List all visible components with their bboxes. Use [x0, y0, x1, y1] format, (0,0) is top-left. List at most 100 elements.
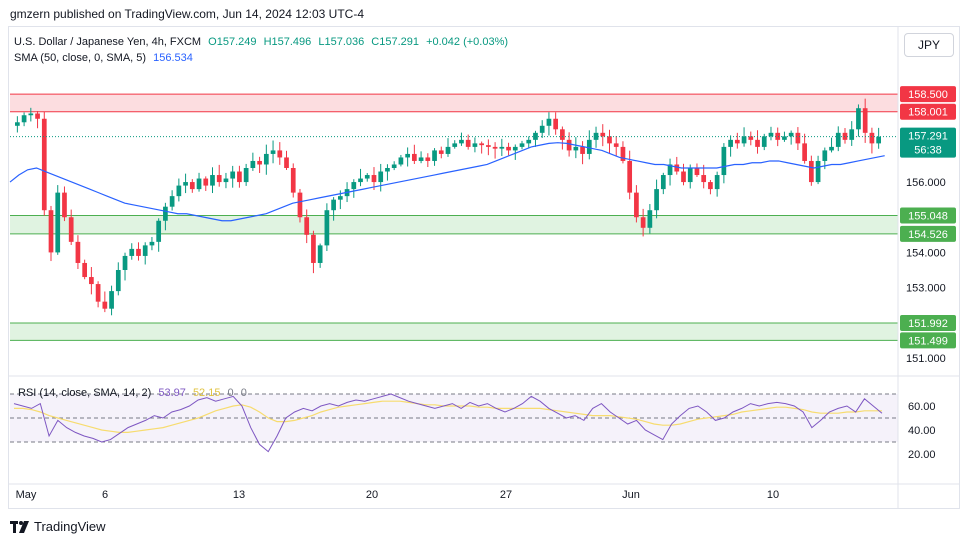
zone-price-label-0-0: 158.500: [908, 89, 948, 101]
zone-price-label-2-1: 151.499: [908, 335, 948, 347]
sma-layer: [9, 142, 885, 222]
zone-price-tag-1-0: [900, 207, 956, 224]
candle-body-113: [775, 132, 781, 140]
candle-body-96: [660, 175, 666, 190]
rsi-ma-line: [14, 400, 882, 433]
time-tick-label-3: 20: [366, 489, 378, 501]
candle-body-106: [728, 139, 733, 147]
price-labels-layer: 158.500 158.001 155.048 154.526 151.992 151.4…: [900, 86, 956, 349]
last-price-label: 157.291: [908, 131, 948, 143]
candle-body-43: [304, 217, 310, 235]
candle-body-79: [546, 118, 552, 126]
price-tick-label-2: 154.000: [906, 247, 946, 259]
candle-body-51: [358, 178, 363, 183]
candle-body-33: [237, 171, 242, 183]
candle-body-124: [849, 129, 855, 140]
price-tick-label-1: 153.000: [906, 283, 946, 295]
candle-body-122: [835, 132, 841, 147]
candle-body-20: [149, 241, 155, 246]
candle-body-59: [412, 153, 417, 161]
symbol-name[interactable]: U.S. Dollar / Japanese Yen, 4h, FXCM: [14, 36, 202, 48]
candle-body-105: [721, 146, 727, 176]
tradingview-brand: TradingView: [10, 519, 106, 534]
candle-body-111: [761, 136, 767, 147]
candle-body-40: [284, 157, 289, 168]
candle-body-76: [526, 139, 532, 144]
zone-resistance-0: [10, 94, 898, 112]
candle-body-60: [418, 157, 424, 161]
candle-body-85: [586, 139, 592, 154]
candle-body-28: [203, 178, 209, 186]
candle-body-18: [136, 248, 141, 256]
time-tick-label-5: Jun: [622, 489, 640, 501]
rsi-value: 53.97: [158, 387, 186, 399]
zone-price-label-2-0: 151.992: [908, 318, 948, 330]
axes-layer: 151.000 153.000 154.000 156.000 60.00 40.00 20…: [8, 26, 960, 509]
candle-body-103: [708, 182, 713, 190]
candle-body-78: [539, 125, 545, 133]
candle-body-56: [391, 164, 397, 168]
sma-legend[interactable]: SMA (50, close, 0, SMA, 5) 156.534: [14, 52, 197, 64]
candle-body-71: [492, 146, 498, 149]
candle-body-38: [270, 150, 276, 154]
candle-body-52: [364, 175, 370, 179]
candle-body-84: [580, 146, 585, 154]
candle-body-126: [862, 108, 868, 133]
low-value: L157.036: [318, 36, 365, 48]
candle-body-110: [755, 139, 760, 147]
candle-body-44: [311, 234, 316, 263]
candle-body-99: [681, 171, 686, 183]
candles-layer: [10, 98, 898, 316]
rsi-extra-1: 0: [227, 387, 234, 399]
candle-body-69: [479, 143, 484, 146]
candle-body-109: [748, 136, 754, 140]
candle-body-10: [82, 262, 88, 278]
candle-body-3: [35, 113, 40, 119]
zone-price-tag-1-1: [900, 225, 956, 242]
candle-body-30: [216, 175, 222, 183]
candle-body-102: [701, 175, 707, 183]
candle-body-114: [782, 136, 787, 140]
zone-price-label-0-1: 158.001: [908, 107, 948, 119]
candle-body-54: [378, 171, 384, 183]
candle-body-73: [506, 146, 511, 151]
candle-body-128: [876, 136, 881, 144]
candle-body-27: [196, 178, 202, 190]
candle-body-83: [573, 146, 579, 151]
candle-body-16: [122, 255, 128, 270]
candle-body-70: [486, 145, 491, 147]
candle-body-97: [667, 164, 673, 176]
zone-price-tag-2-1: [900, 332, 956, 349]
sma-label: SMA (50, close, 0, SMA, 5): [14, 52, 147, 64]
currency-button[interactable]: JPY: [904, 33, 954, 57]
candle-body-93: [640, 217, 646, 228]
candle-body-12: [95, 284, 101, 302]
candle-body-50: [351, 182, 357, 190]
zone-price-label-1-0: 155.048: [908, 211, 948, 223]
candle-body-57: [398, 157, 404, 165]
candle-body-112: [768, 132, 774, 137]
zone-price-tag-2-0: [900, 315, 956, 332]
candle-body-45: [317, 245, 323, 263]
candle-body-17: [129, 248, 135, 256]
rsi-ma-value: 52.15: [192, 387, 221, 399]
zone-price-label-1-1: 154.526: [908, 229, 948, 241]
candle-body-7: [62, 192, 67, 218]
candle-body-88: [607, 136, 612, 144]
candle-body-100: [687, 168, 693, 183]
candle-body-22: [163, 206, 168, 221]
rsi-tick-label-0: 60.00: [908, 401, 936, 413]
countdown-label: 56:38: [914, 145, 942, 157]
candle-body-32: [230, 171, 236, 179]
candle-body-37: [263, 153, 269, 165]
candle-body-48: [337, 196, 343, 200]
rsi-tick-label-1: 40.00: [908, 425, 936, 437]
candle-body-125: [856, 108, 861, 130]
candle-body-8: [68, 217, 74, 242]
sma-value: 156.534: [153, 52, 193, 64]
price-tick-label-0: 151.000: [906, 353, 946, 365]
candle-body-66: [459, 139, 464, 144]
rsi-legend[interactable]: RSI (14, close, SMA, 14, 2) 53.97 52.15 …: [18, 387, 251, 399]
candle-body-55: [385, 168, 390, 172]
